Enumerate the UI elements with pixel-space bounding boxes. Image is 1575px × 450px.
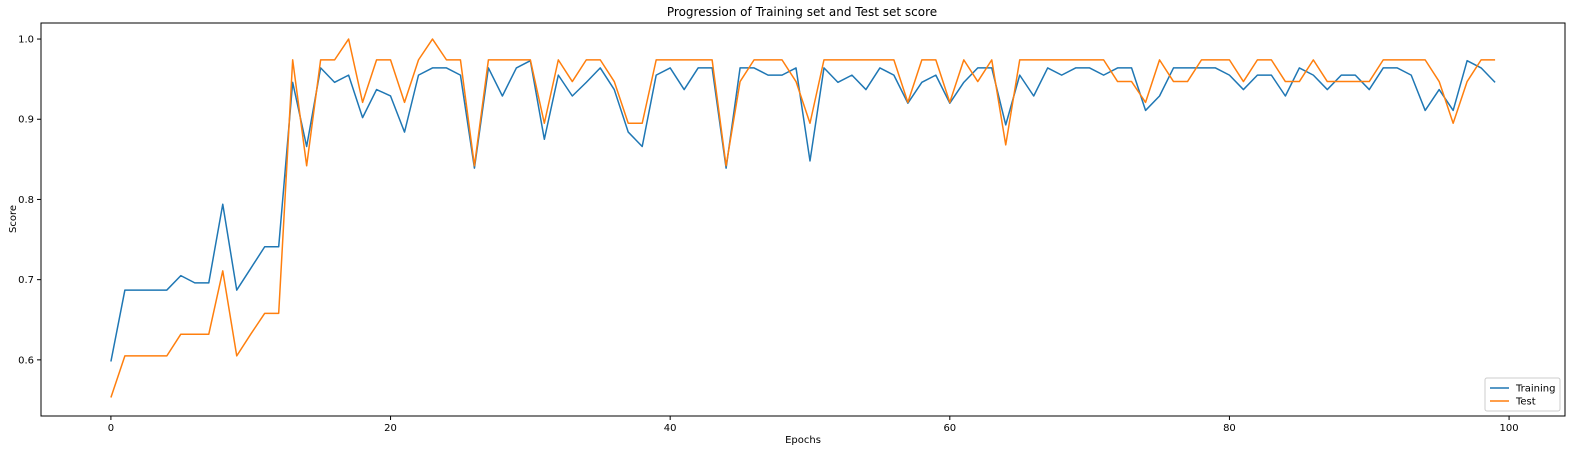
y-tick-label: 0.7: [18, 275, 34, 286]
y-tick-label: 1.0: [18, 35, 34, 46]
series-line-test: [110, 38, 1496, 398]
legend-label-training: Training: [1515, 384, 1555, 395]
plot-frame: [40, 22, 1566, 417]
x-tick-label: 0: [108, 423, 114, 434]
x-tick-label: 80: [1223, 423, 1236, 434]
x-axis-label: Epochs: [785, 435, 821, 446]
x-tick-label: 40: [664, 423, 677, 434]
series-line-training: [110, 59, 1496, 362]
y-axis-label: Score: [8, 205, 19, 233]
x-tick-label: 20: [384, 423, 397, 434]
legend-label-test: Test: [1515, 397, 1536, 408]
y-tick-label: 0.8: [18, 195, 34, 206]
y-tick-label: 0.6: [18, 355, 34, 366]
y-tick-label: 0.9: [18, 115, 34, 126]
y-axis: 0.6 0.7 0.8 0.9 1.0: [18, 35, 41, 366]
x-tick-label: 100: [1500, 423, 1519, 434]
legend: Training Test: [1484, 377, 1561, 412]
legend-box: [1484, 377, 1561, 412]
x-tick-label: 60: [943, 423, 956, 434]
x-axis: 0 20 40 60 80 100: [108, 416, 1519, 434]
series-layer: [110, 38, 1496, 398]
chart-title: Progression of Training set and Test set…: [667, 5, 937, 19]
